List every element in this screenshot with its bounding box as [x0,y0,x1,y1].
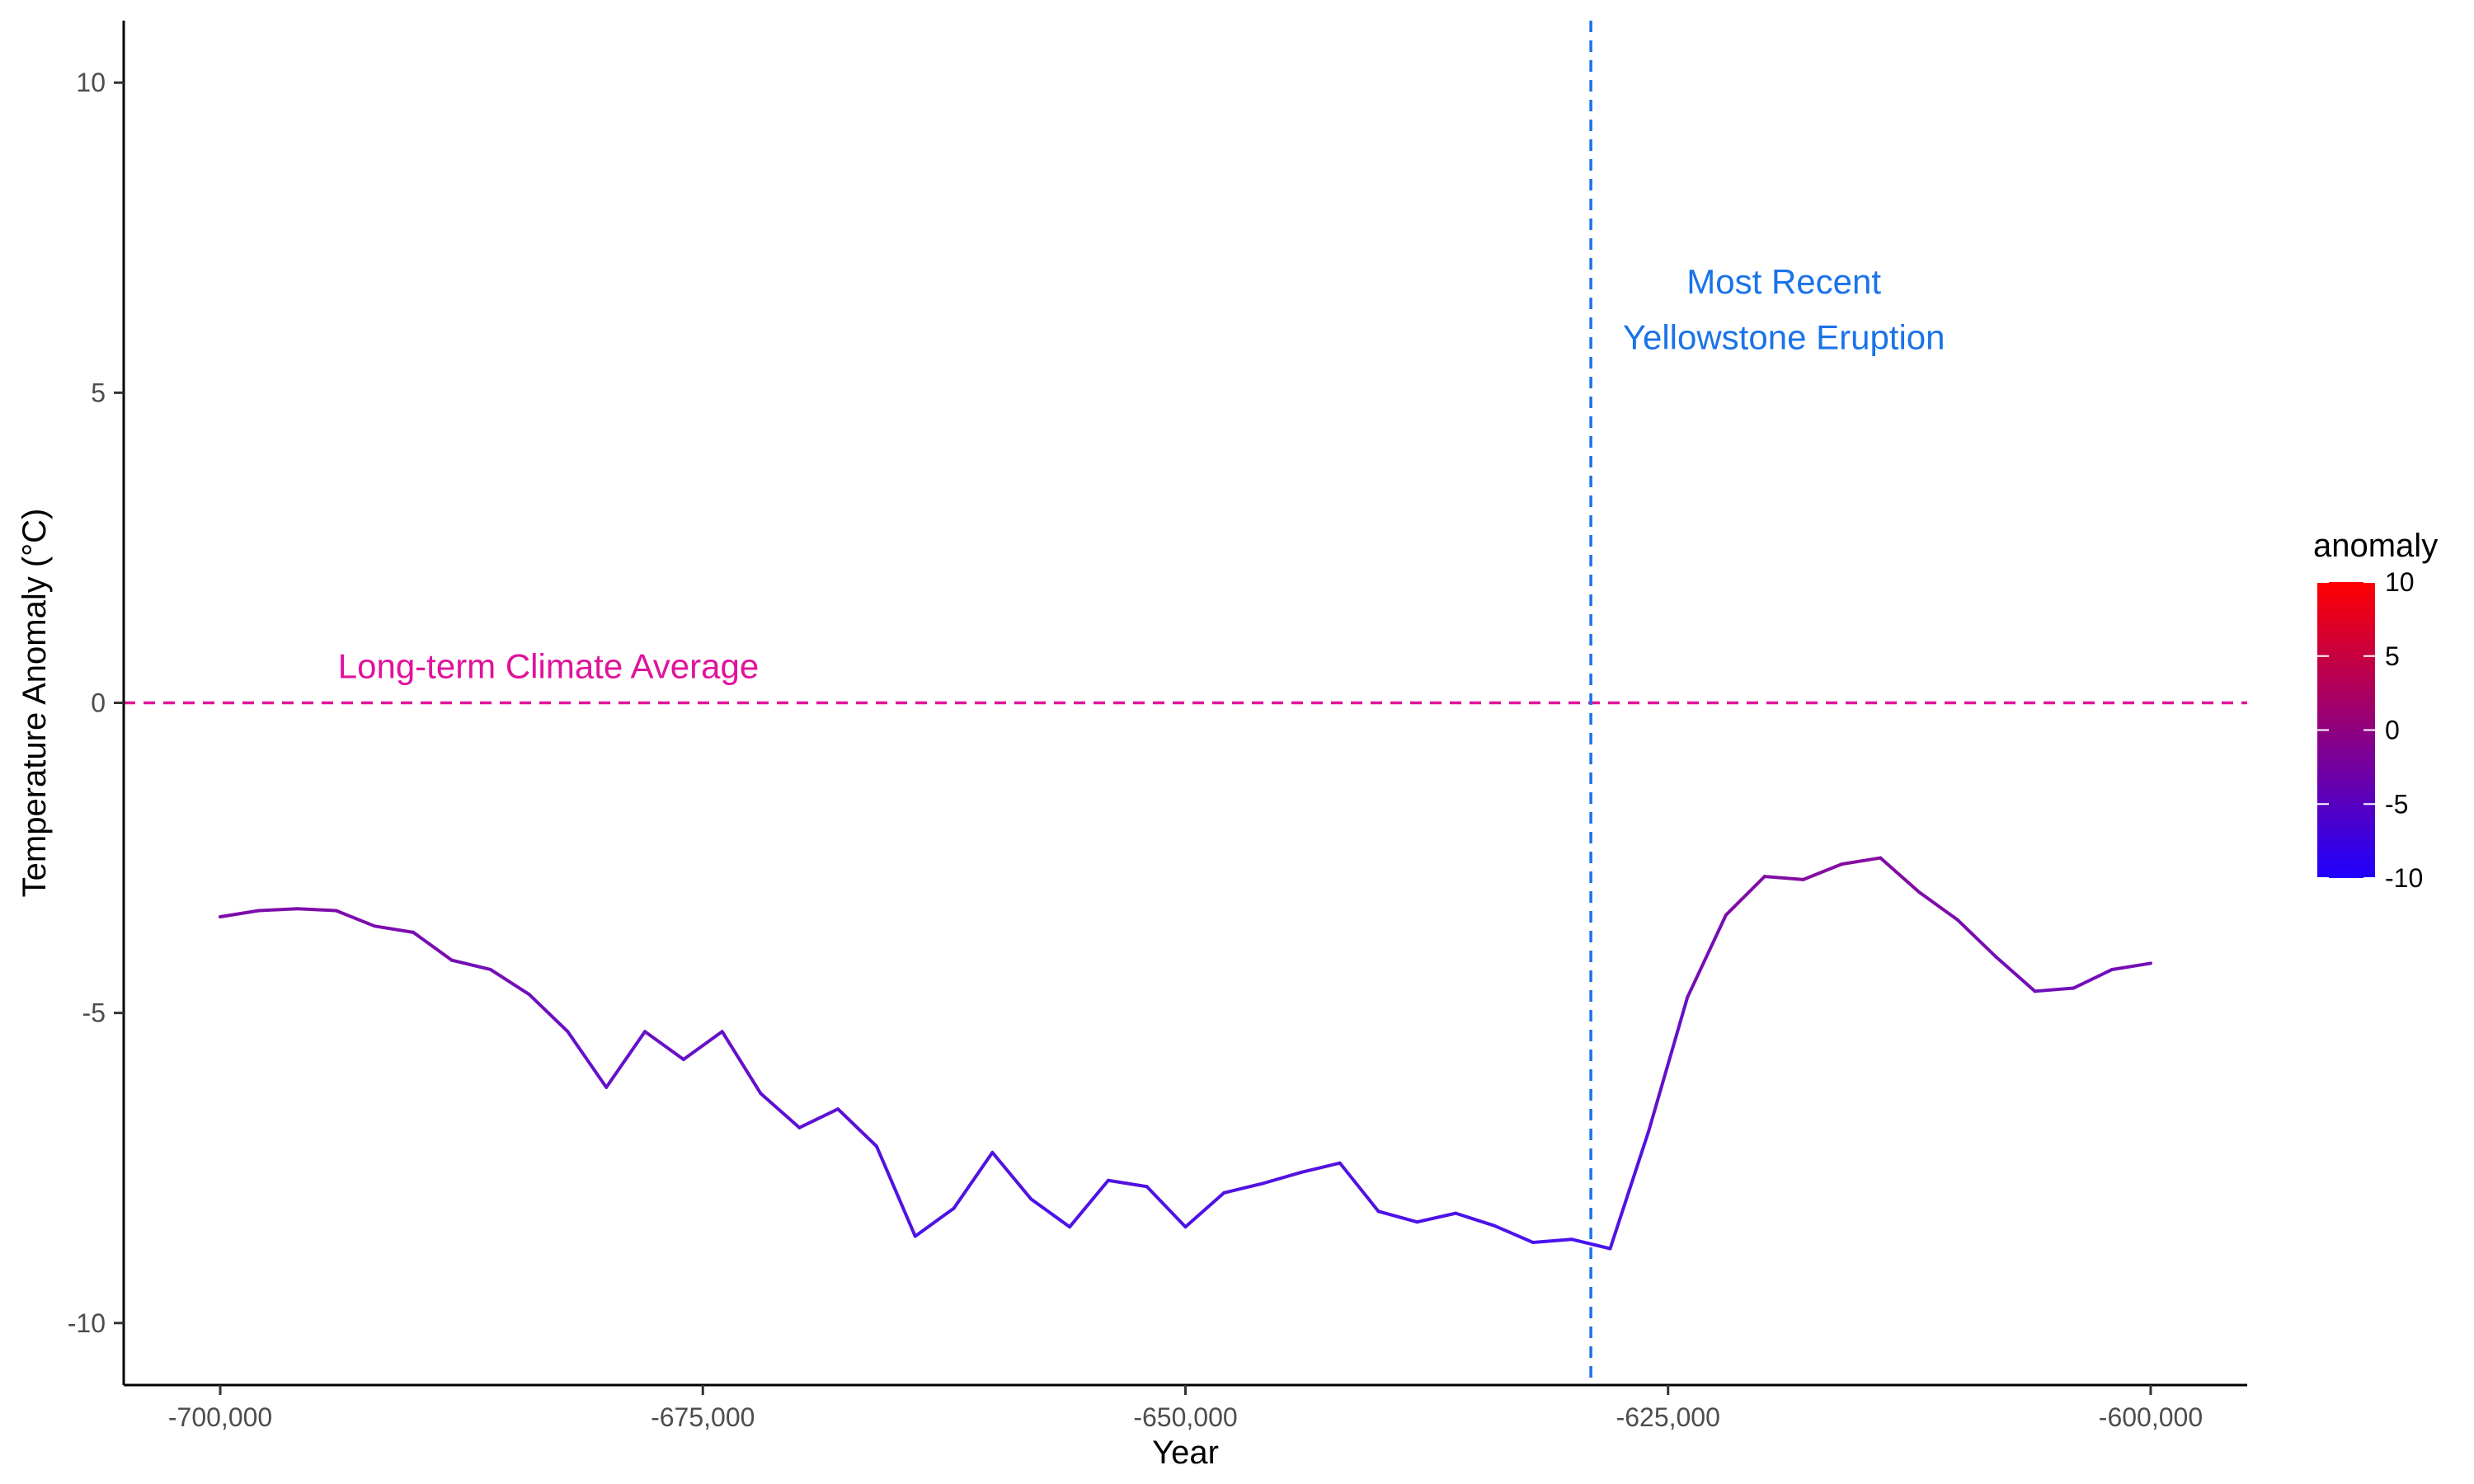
series-line-segment [2033,986,2076,993]
series-line-segment [1261,1170,1303,1186]
series-line-segment [1569,1237,1612,1251]
series-line-segment [2072,967,2114,990]
series-line-segment [1647,995,1690,1133]
colorbar-tick-label: -5 [2385,789,2408,819]
series-line-segment [1955,918,1998,959]
series-line-segment [759,1092,802,1129]
series-line-segment [373,924,416,934]
series-line-segment [1376,1209,1419,1224]
series-line-segment [1454,1211,1497,1228]
plot-area: Long-term Climate Average Most Recent Yell… [124,21,2247,1385]
series-line-segment [604,1030,647,1089]
series-line-segment [1917,890,1959,922]
series-line-segment [913,1206,956,1238]
series-line-segment [1801,862,1844,881]
series-line-segment [527,993,570,1034]
series-line-segment [874,1144,917,1238]
x-axis-title: Year [1152,1435,1219,1471]
series-line-segment [720,1030,763,1096]
colorbar-tick-label: 5 [2385,641,2400,671]
series-line-segment [681,1030,724,1062]
y-tick-label: -10 [68,1308,106,1338]
series-line-segment [1762,875,1805,881]
series-line-segment [1879,856,1921,894]
series-line-segment [1608,1129,1651,1251]
series-line-segment [1415,1211,1458,1224]
series-line-segment [1183,1190,1226,1229]
axes: -700,000 -675,000 -650,000 -625,000 -600,000… [68,21,2247,1432]
series-line-segment [219,909,261,919]
series-line-segment [990,1150,1033,1201]
colorbar-tick-label: 10 [2385,567,2415,597]
series-line-segment [1994,955,2037,993]
reference-label-horizontal: Long-term Climate Average [338,646,759,685]
series-line-segment [1222,1181,1265,1195]
x-tick-label: -700,000 [168,1402,272,1432]
x-tick-label: -625,000 [1616,1402,1720,1432]
series-line-segment [566,1030,609,1089]
series-line-segment [1338,1161,1380,1214]
series-line-segment [412,930,454,962]
y-tick-label: -5 [82,998,106,1028]
y-tick-label: 0 [91,688,106,718]
series-line-segment [256,907,299,913]
reference-label-vertical-line-1: Most Recent [1686,262,1881,301]
series-line-segment [836,1107,878,1148]
series-line-segment [1686,913,1728,999]
y-tick-label: 10 [76,68,106,97]
series-line-segment [488,967,531,997]
series-line-segment [1106,1178,1149,1189]
series-line-segment [797,1107,840,1129]
series-line-segment [952,1150,995,1210]
series-line-segment [643,1030,685,1062]
series-line-segment [1493,1223,1535,1244]
series-line-segment [449,958,492,971]
series-line-segment [1068,1178,1110,1229]
y-axis-title: Temperature Anomaly (°C) [16,509,53,898]
x-tick-label: -600,000 [2099,1402,2203,1432]
series-line-segment [1840,856,1883,866]
series-line-segment [2110,961,2152,971]
series-line-segment [334,909,377,928]
reference-label-vertical-line-2: Yellowstone Eruption [1623,318,1945,357]
series-line-segment [1724,875,1766,917]
series-line-segment [1029,1197,1072,1229]
series-line-segment [1299,1161,1342,1174]
colorbar-tick-label: 0 [2385,716,2400,745]
series-line-segment [1531,1237,1573,1244]
series-line-segment [295,907,338,913]
x-tick-label: -650,000 [1133,1402,1237,1432]
x-tick-label: -675,000 [651,1402,755,1432]
series-line-segment [1145,1185,1188,1229]
colorbar-tick-label: -10 [2385,863,2423,893]
legend: anomaly 10 5 0 -5 -10 [2313,528,2438,893]
y-tick-label: 5 [91,378,106,407]
legend-title: anomaly [2313,528,2438,564]
